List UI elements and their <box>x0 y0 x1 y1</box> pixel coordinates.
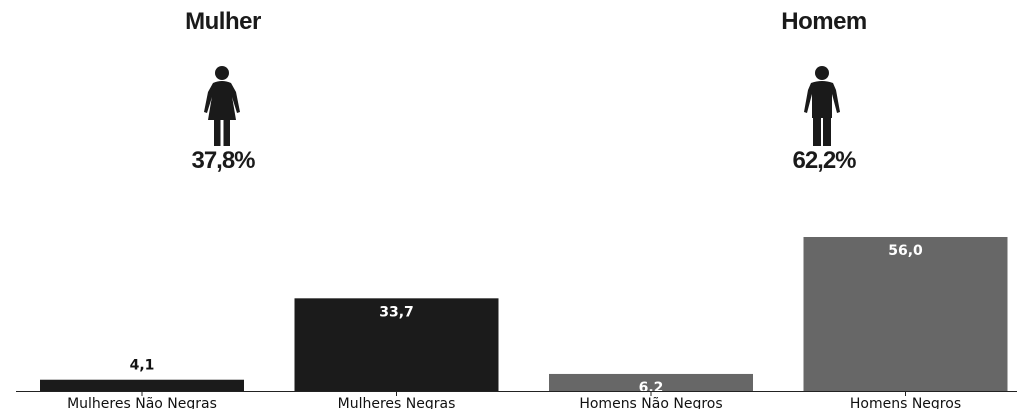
x-tick-label: Homens Não Negros <box>579 396 722 409</box>
male-percent: 62,2% <box>792 147 856 174</box>
bar-value-label: 4,1 <box>130 358 155 374</box>
male-header-title: Homem <box>781 8 867 35</box>
x-tick-label: Mulheres Negras <box>338 396 456 409</box>
bar-value-label: 56,0 <box>888 243 923 259</box>
x-tick-label: Mulheres Não Negras <box>67 396 217 409</box>
female-header-title: Mulher <box>185 8 261 35</box>
bar-2 <box>294 298 499 391</box>
x-tick-label: Homens Negros <box>850 396 961 409</box>
bar-value-label: 33,7 <box>379 304 414 320</box>
male-person-icon <box>804 66 840 146</box>
bar-4 <box>803 237 1008 391</box>
bar-3 <box>549 373 753 391</box>
female-percent: 37,8% <box>191 147 255 174</box>
bar-1 <box>40 379 244 391</box>
female-person-icon <box>204 66 240 146</box>
